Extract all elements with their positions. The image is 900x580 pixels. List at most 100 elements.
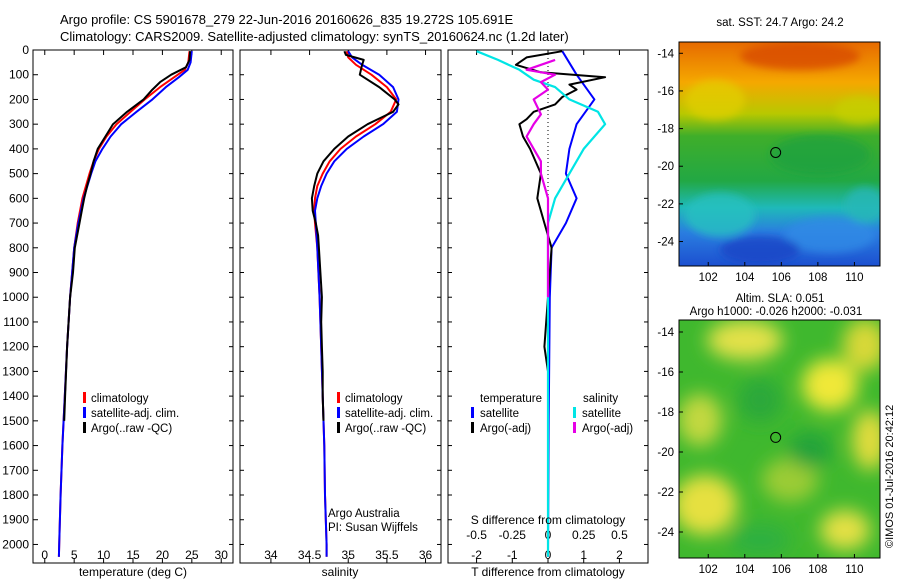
x-tick-label: 35.5	[375, 548, 399, 562]
credit-text: ©IMOS 01-Jul-2016 20:42:12	[884, 405, 896, 548]
legend-label-satellite: satellite-adj. clim.	[91, 408, 179, 420]
y-tick-label: 900	[9, 266, 29, 280]
legend-label-climatology: climatology	[345, 393, 403, 405]
temperature-legend: climatology satellite-adj. clim. Argo(..…	[83, 392, 179, 435]
map-x-tick-label: 104	[735, 564, 755, 576]
map-y-tick-label: -18	[657, 407, 674, 419]
salinity-x-axis: 34 34.5 35 35.5 36	[264, 50, 433, 563]
legend-swatch-satellite	[337, 407, 340, 418]
legend-swatch-argo	[337, 422, 340, 433]
y-tick-label: 1000	[2, 290, 29, 304]
map-x-tick-label: 106	[772, 272, 791, 284]
y-tick-label: 100	[9, 68, 29, 82]
difference-legend: temperature satellite Argo(-adj) salinit…	[471, 393, 633, 435]
map-y-tick-label: -14	[657, 48, 674, 60]
x-tick-label: 20	[156, 548, 170, 562]
map-x-tick-label: 108	[808, 564, 827, 576]
map-y-tick-label: -24	[657, 237, 674, 249]
legend-swatch-satellite	[83, 407, 86, 418]
legend-label-sal-satellite: satellite	[582, 408, 621, 420]
sst-map-axes: 102 104 106 108 110 -14 -16 -18 -20 -22 -24	[657, 48, 863, 284]
t-difference-xlabel: T difference from climatology	[471, 565, 625, 579]
legend-swatch-temp-satellite	[471, 407, 474, 418]
sst-map-frame	[678, 41, 881, 267]
series-line-temperature-argo-adj-	[514, 50, 607, 397]
y-tick-label: 1200	[2, 340, 29, 354]
legend-label-argo: Argo(..raw -QC)	[91, 423, 172, 435]
map-y-tick-label: -20	[657, 447, 674, 459]
x-tick-label: 25	[185, 548, 199, 562]
legend-label-temp-argo: Argo(-adj)	[480, 423, 531, 435]
legend-swatch-climatology	[337, 392, 340, 403]
map-y-tick-label: -22	[657, 199, 674, 211]
map-x-tick-label: 102	[699, 272, 718, 284]
y-tick-label: 1400	[2, 389, 29, 403]
y-tick-label: 200	[9, 92, 29, 106]
legend-swatch-climatology	[83, 392, 86, 403]
float-position-marker-sst	[770, 146, 782, 158]
sla-map-axes: 102 104 106 108 110 -14 -16 -18 -20 -22 -24	[657, 327, 863, 576]
x-tick-label: 0	[41, 548, 48, 562]
x-tick-label: 1	[580, 548, 587, 562]
y-tick-label: 1600	[2, 439, 29, 453]
chart-title-line-2: Climatology: CARS2009. Satellite-adjuste…	[60, 29, 569, 44]
salinity-legend: climatology satellite-adj. clim. Argo(..…	[337, 392, 433, 435]
map-y-tick-label: -16	[657, 367, 674, 379]
y-tick-label: 600	[9, 191, 29, 205]
difference-series	[476, 50, 607, 557]
top-tick-label: -0.25	[499, 528, 527, 542]
y-tick-label: 2000	[2, 537, 29, 551]
top-tick-label: -0.5	[466, 528, 487, 542]
y-tick-label: 1700	[2, 463, 29, 477]
series-line-satellite-adj-clim-	[57, 51, 193, 557]
series-line-argo-raw-qc-	[310, 50, 400, 421]
series-line-salinity-argo-adj-	[525, 58, 557, 298]
annotation-pi: PI: Susan Wijffels	[328, 522, 418, 534]
legend-swatch-temp-argo	[471, 422, 474, 433]
y-tick-label: 1800	[2, 488, 29, 502]
sst-map-title: sat. SST: 24.7 Argo: 24.2	[716, 17, 843, 29]
sst-heatmap	[679, 42, 880, 266]
map-y-tick-label: -18	[657, 124, 674, 136]
map-y-tick-label: -14	[657, 327, 674, 339]
x-tick-label: 5	[71, 548, 78, 562]
sla-map-title: Altim. SLA: 0.051	[736, 293, 825, 305]
y-tick-label: 500	[9, 167, 29, 181]
legend-swatch-sal-argo	[573, 422, 576, 433]
sla-map-frame	[678, 319, 881, 559]
legend-label-satellite: satellite-adj. clim.	[345, 408, 433, 420]
map-x-tick-label: 108	[808, 272, 827, 284]
temperature-panel-frame	[32, 49, 234, 564]
legend-swatch-sal-satellite	[573, 407, 576, 418]
y-tick-label: 1900	[2, 513, 29, 527]
y-tick-label: 800	[9, 241, 29, 255]
annotation-agency: Argo Australia	[328, 508, 400, 520]
map-x-tick-label: 104	[735, 272, 755, 284]
x-tick-label: 30	[215, 548, 229, 562]
x-tick-label: -2	[471, 548, 482, 562]
temperature-xlabel: temperature (deg C)	[79, 565, 187, 579]
temperature-x-axis: 0 5 10 15 20 25 30	[41, 50, 228, 563]
chart-title-line-1: Argo profile: CS 5901678_279 22-Jun-2016…	[60, 12, 514, 27]
legend-label-argo: Argo(..raw -QC)	[345, 423, 426, 435]
map-y-tick-label: -16	[657, 86, 674, 98]
map-y-tick-label: -24	[657, 527, 674, 539]
legend-label-sal-argo: Argo(-adj)	[582, 423, 633, 435]
salinity-xlabel: salinity	[322, 565, 359, 579]
legend-heading-temperature: temperature	[480, 393, 542, 405]
map-x-tick-label: 106	[772, 564, 791, 576]
legend-label-temp-satellite: satellite	[480, 408, 519, 420]
y-tick-label: 1100	[3, 315, 29, 329]
sla-map-subtitle: Argo h1000: -0.026 h2000: -0.031	[690, 306, 863, 318]
map-x-tick-label: 110	[845, 272, 863, 284]
x-tick-label: 35	[342, 548, 356, 562]
map-y-tick-label: -20	[657, 161, 674, 173]
x-tick-label: 2	[616, 548, 623, 562]
y-tick-label: 300	[9, 117, 29, 131]
temperature-series	[57, 51, 193, 557]
x-tick-label: 34	[264, 548, 278, 562]
x-tick-label: 15	[126, 548, 140, 562]
legend-swatch-argo	[83, 422, 86, 433]
y-tick-label: 400	[9, 142, 29, 156]
